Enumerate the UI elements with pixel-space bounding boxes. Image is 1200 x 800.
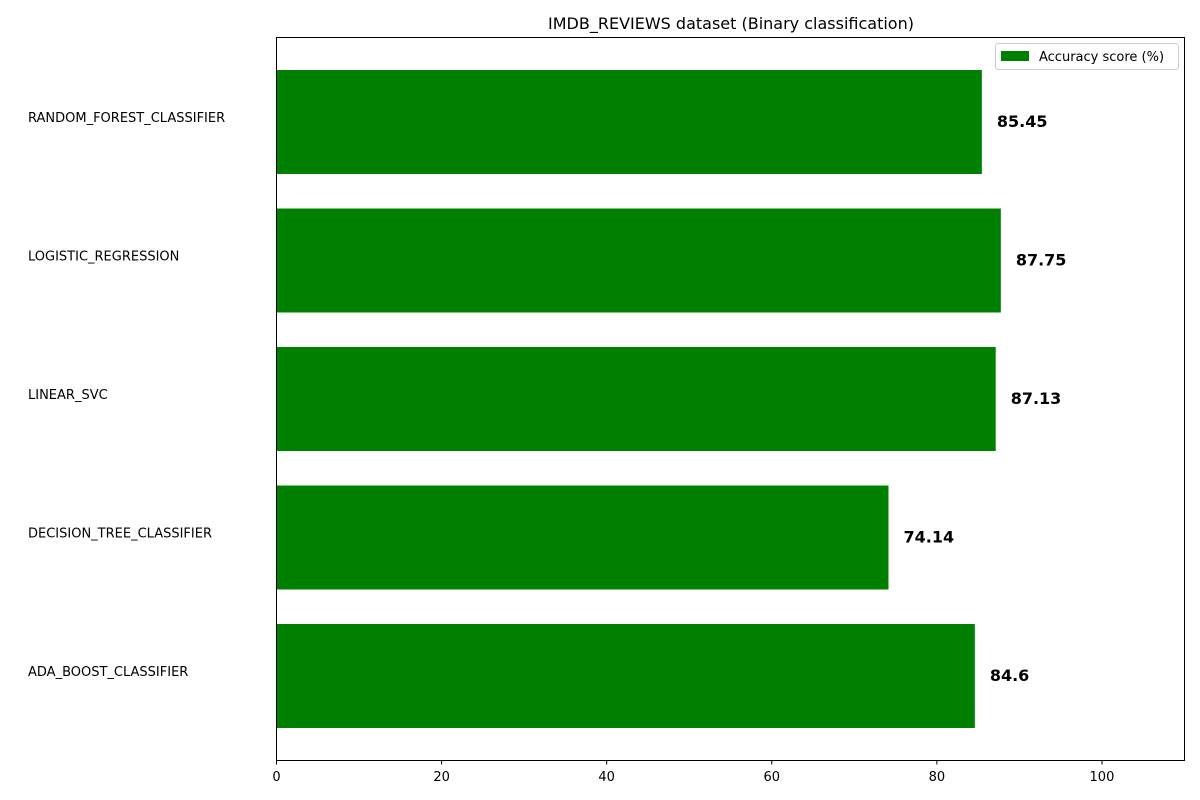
data-label: 85.45 <box>997 112 1048 131</box>
legend: Accuracy score (%) <box>995 43 1179 70</box>
category-label: ADA_BOOST_CLASSIFIER <box>28 665 188 680</box>
category-label: LOGISTIC_REGRESSION <box>28 250 179 265</box>
x-tick-label: 20 <box>433 770 450 785</box>
bar-decision-tree-classifier <box>276 485 889 590</box>
x-tick-label: 40 <box>598 770 615 785</box>
category-label: RANDOM_FOREST_CLASSIFIER <box>28 111 225 126</box>
x-tick-label: 0 <box>272 770 280 785</box>
x-tick-label: 60 <box>763 770 780 785</box>
x-axis-ticks: 0 20 40 60 80 100 <box>272 760 1115 785</box>
data-label: 84.6 <box>990 666 1029 685</box>
data-labels-layer: 85.45 87.75 87.13 74.14 84.6 <box>903 112 1066 685</box>
legend-swatch <box>1001 51 1029 61</box>
category-labels-layer: RANDOM_FOREST_CLASSIFIER LOGISTIC_REGRESS… <box>28 111 225 680</box>
chart-title: IMDB_REVIEWS dataset (Binary classificat… <box>548 14 914 34</box>
legend-box <box>995 43 1179 70</box>
data-label: 87.75 <box>1016 251 1067 270</box>
bar-random-forest-classifier <box>276 70 982 174</box>
x-tick-label: 100 <box>1090 770 1115 785</box>
bar-ada-boost-classifier <box>276 624 975 728</box>
plot-area-frame <box>276 37 1185 761</box>
bars-layer <box>276 70 1001 728</box>
category-label: LINEAR_SVC <box>28 388 108 403</box>
x-tick-label: 80 <box>929 770 946 785</box>
data-label: 87.13 <box>1011 389 1062 408</box>
data-label: 74.14 <box>903 528 954 547</box>
category-label: DECISION_TREE_CLASSIFIER <box>28 527 212 542</box>
bar-linear-svc <box>276 347 996 451</box>
bar-logistic-regression <box>276 208 1001 313</box>
legend-label: Accuracy score (%) <box>1039 50 1164 65</box>
